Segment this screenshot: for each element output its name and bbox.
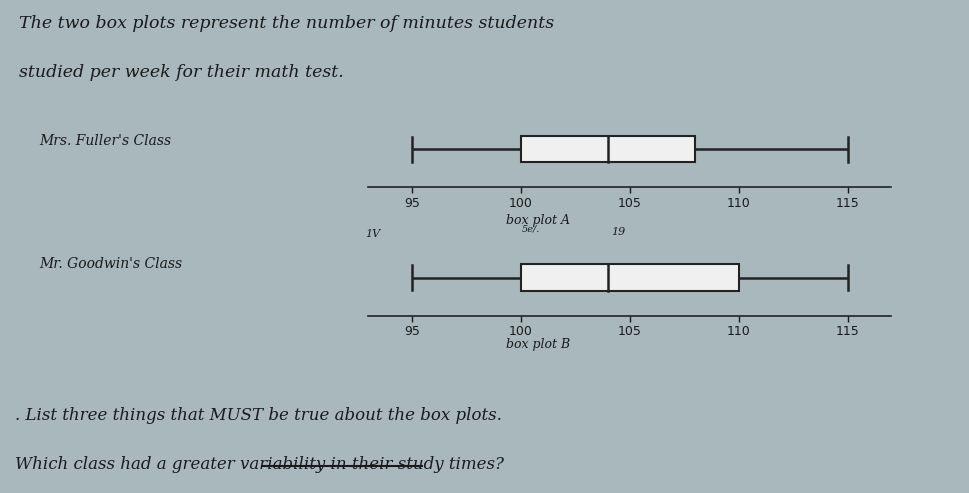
- Text: 1V: 1V: [365, 229, 381, 239]
- Bar: [521, 136, 696, 163]
- Bar: [521, 264, 738, 291]
- Text: 5e/.: 5e/.: [522, 225, 540, 234]
- Text: Which class had a greater variability in their study times?: Which class had a greater variability in…: [15, 456, 504, 473]
- Text: The two box plots represent the number of minutes students: The two box plots represent the number o…: [19, 15, 554, 32]
- Text: studied per week for their math test.: studied per week for their math test.: [19, 64, 344, 81]
- Text: box plot A: box plot A: [506, 214, 570, 227]
- Text: Mr. Goodwin's Class: Mr. Goodwin's Class: [39, 257, 182, 271]
- Text: . List three things that MUST be true about the box plots.: . List three things that MUST be true ab…: [15, 407, 501, 423]
- Text: 19: 19: [611, 227, 625, 237]
- Text: box plot B: box plot B: [506, 338, 570, 351]
- Text: Mrs. Fuller's Class: Mrs. Fuller's Class: [39, 134, 171, 147]
